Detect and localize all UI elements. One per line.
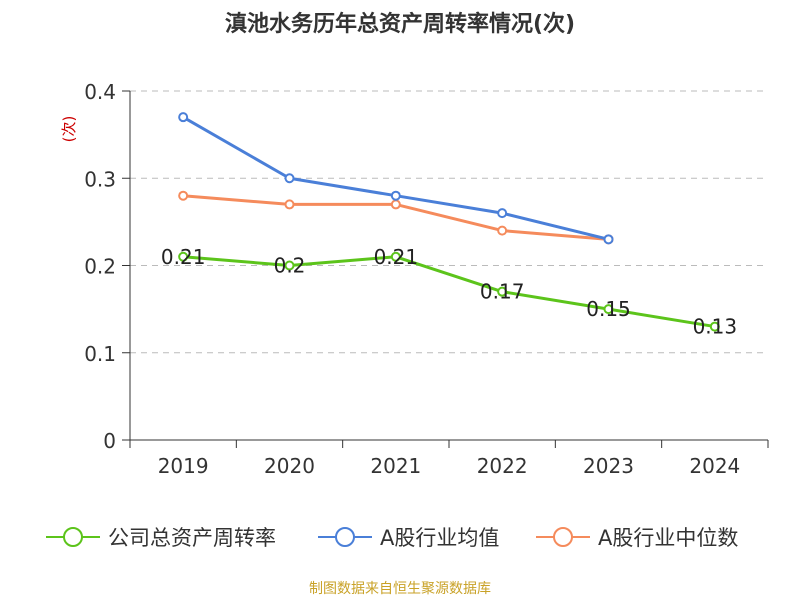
data-labels: 0.21 0.2 0.21 0.17 0.15 0.13 xyxy=(161,245,737,339)
source-note: 制图数据来自恒生聚源数据库 xyxy=(309,581,491,597)
x-tick-label: 2019 xyxy=(158,454,209,478)
data-label: 0.21 xyxy=(161,245,206,269)
y-tick-label: 0.4 xyxy=(84,80,116,104)
x-tick-label: 2020 xyxy=(264,454,315,478)
data-point-industry_median xyxy=(390,199,401,210)
data-point-industry_avg xyxy=(497,208,508,219)
legend-marker-industry-median-icon xyxy=(536,527,590,547)
y-tick-label: 0.2 xyxy=(84,255,116,279)
x-tick-label: 2023 xyxy=(583,454,634,478)
y-axis-label: (次) xyxy=(60,116,78,143)
data-point-industry_median xyxy=(178,190,189,201)
y-tick-label: 0 xyxy=(103,429,116,453)
data-point-industry_avg xyxy=(603,234,614,245)
x-tick-label: 2022 xyxy=(477,454,528,478)
legend: 公司总资产周转率 A股行业均值 A股行业中位数 xyxy=(0,520,800,554)
data-label: 0.15 xyxy=(586,297,631,321)
legend-marker-industry-avg-icon xyxy=(318,527,372,547)
data-label: 0.2 xyxy=(274,254,306,278)
data-point-industry_avg xyxy=(284,173,295,184)
legend-label-industry-avg: A股行业均值 xyxy=(380,526,500,550)
legend-label-industry-median: A股行业中位数 xyxy=(598,526,739,550)
data-label: 0.17 xyxy=(480,280,525,304)
legend-item-company[interactable]: 公司总资产周转率 xyxy=(46,520,276,554)
data-point-industry_avg xyxy=(178,112,189,123)
y-tick-label: 0.1 xyxy=(84,342,116,366)
chart-title: 滇池水务历年总资产周转率情况(次) xyxy=(224,12,576,37)
data-point-industry_avg xyxy=(390,190,401,201)
data-point-company xyxy=(390,251,401,262)
x-tick-label: 2021 xyxy=(370,454,421,478)
data-point-company xyxy=(178,251,189,262)
legend-label-company: 公司总资产周转率 xyxy=(108,526,276,550)
data-point-company xyxy=(603,304,614,315)
data-point-industry_median xyxy=(284,199,295,210)
y-tick-label: 0.3 xyxy=(84,167,116,191)
series-line-company xyxy=(183,255,716,329)
x-tick-label: 2024 xyxy=(689,454,740,478)
data-point-industry_median xyxy=(497,225,508,236)
data-label: 0.21 xyxy=(374,245,419,269)
data-point-company xyxy=(284,260,295,271)
legend-item-industry-avg[interactable]: A股行业均值 xyxy=(318,520,499,554)
legend-item-industry-median[interactable]: A股行业中位数 xyxy=(536,520,738,554)
axes: 0 0.1 0.2 0.3 0.4 2019 2020 2021 2022 2023 2024 (次) xyxy=(60,80,769,478)
grid-lines xyxy=(130,90,768,354)
data-point-company xyxy=(709,321,720,332)
legend-marker-company-icon xyxy=(46,527,100,547)
data-label: 0.13 xyxy=(693,315,738,339)
series-lines xyxy=(178,112,720,332)
data-point-company xyxy=(497,286,508,297)
